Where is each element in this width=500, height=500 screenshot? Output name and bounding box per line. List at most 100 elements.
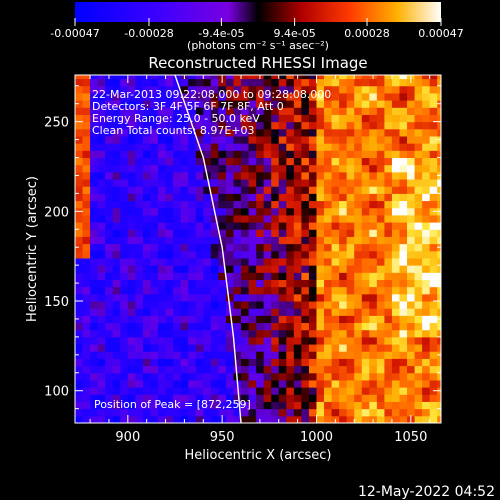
heatmap-cell bbox=[120, 92, 129, 101]
heatmap-cell bbox=[263, 143, 272, 151]
heatmap-cell bbox=[361, 329, 370, 338]
heatmap-cell bbox=[188, 85, 197, 94]
heatmap-cell bbox=[203, 365, 212, 374]
heatmap-cell bbox=[399, 222, 408, 230]
heatmap-cell bbox=[399, 279, 408, 288]
heatmap-cell bbox=[233, 164, 242, 173]
heatmap-cell bbox=[407, 100, 416, 108]
heatmap-cell bbox=[361, 107, 370, 115]
heatmap-cell bbox=[256, 114, 265, 123]
heatmap-cell bbox=[399, 128, 408, 137]
heatmap-cell bbox=[256, 365, 265, 374]
heatmap-cell bbox=[82, 308, 91, 316]
heatmap-cell bbox=[316, 243, 325, 252]
heatmap-cell bbox=[376, 143, 385, 151]
heatmap-cell bbox=[233, 207, 242, 216]
heatmap-cell bbox=[429, 186, 438, 194]
heatmap-cell bbox=[195, 365, 204, 374]
heatmap-cell bbox=[316, 387, 325, 395]
heatmap-cell bbox=[120, 171, 129, 180]
heatmap-cell bbox=[210, 78, 219, 87]
heatmap-cell bbox=[339, 222, 348, 230]
heatmap-cell bbox=[278, 243, 287, 252]
heatmap-cell bbox=[188, 387, 197, 395]
heatmap-cell bbox=[301, 272, 310, 280]
heatmap-cell bbox=[97, 286, 106, 295]
heatmap-cell bbox=[437, 293, 441, 302]
heatmap-cell bbox=[203, 257, 212, 266]
heatmap-cell bbox=[112, 186, 121, 194]
colorbar-tick-label: -0.00047 bbox=[50, 27, 99, 40]
heatmap-cell bbox=[399, 171, 408, 180]
heatmap-cell bbox=[248, 279, 257, 288]
heatmap-cell bbox=[369, 272, 378, 280]
heatmap-cell bbox=[391, 250, 400, 259]
heatmap-cell bbox=[278, 135, 287, 144]
heatmap-cell bbox=[142, 329, 151, 338]
heatmap-cell bbox=[112, 114, 121, 123]
heatmap-cell bbox=[437, 379, 441, 388]
heatmap-cell bbox=[90, 358, 99, 367]
heatmap-cell bbox=[105, 387, 114, 395]
heatmap-cell bbox=[391, 236, 400, 245]
heatmap-cell bbox=[271, 143, 280, 151]
heatmap-cell bbox=[286, 308, 295, 316]
heatmap-cell bbox=[210, 75, 219, 80]
heatmap-cell bbox=[384, 200, 393, 209]
heatmap-cell bbox=[248, 308, 257, 316]
heatmap-cell bbox=[105, 114, 114, 123]
heatmap-cell bbox=[339, 401, 348, 410]
heatmap-cell bbox=[346, 293, 355, 302]
heatmap-cell bbox=[278, 157, 287, 166]
heatmap-cell bbox=[293, 301, 302, 309]
heatmap-cell bbox=[127, 415, 136, 423]
heatmap-cell bbox=[210, 236, 219, 245]
heatmap-cell bbox=[354, 408, 363, 417]
heatmap-cell bbox=[354, 92, 363, 101]
heatmap-cell bbox=[127, 394, 136, 402]
heatmap-cell bbox=[120, 322, 129, 331]
heatmap-cell bbox=[376, 157, 385, 166]
heatmap-cell bbox=[225, 387, 234, 395]
heatmap-cell bbox=[165, 75, 174, 80]
heatmap-cell bbox=[165, 358, 174, 367]
heatmap-cell bbox=[339, 279, 348, 288]
heatmap-cell bbox=[135, 315, 144, 324]
heatmap-cell bbox=[414, 157, 423, 166]
heatmap-cell bbox=[271, 279, 280, 288]
heatmap-cell bbox=[331, 322, 340, 331]
heatmap-cell bbox=[324, 279, 333, 288]
heatmap-cell bbox=[422, 408, 431, 417]
heatmap-cell bbox=[429, 78, 438, 87]
heatmap-cell bbox=[346, 365, 355, 374]
heatmap-cell bbox=[384, 100, 393, 108]
heatmap-cell bbox=[376, 344, 385, 352]
heatmap-cell bbox=[399, 358, 408, 367]
heatmap-cell bbox=[210, 121, 219, 130]
heatmap-cell bbox=[308, 415, 317, 423]
heatmap-cell bbox=[97, 121, 106, 130]
heatmap-cell bbox=[90, 394, 99, 402]
heatmap-cell bbox=[142, 214, 151, 223]
heatmap-cell bbox=[414, 193, 423, 202]
heatmap-cell bbox=[142, 114, 151, 123]
heatmap bbox=[75, 75, 441, 423]
heatmap-cell bbox=[293, 128, 302, 137]
heatmap-cell bbox=[225, 379, 234, 388]
heatmap-cell bbox=[324, 128, 333, 137]
heatmap-cell bbox=[278, 272, 287, 280]
heatmap-cell bbox=[127, 301, 136, 309]
heatmap-cell bbox=[105, 279, 114, 288]
heatmap-cell bbox=[399, 265, 408, 273]
heatmap-cell bbox=[112, 100, 121, 108]
heatmap-cell bbox=[105, 150, 114, 159]
heatmap-cell bbox=[263, 200, 272, 209]
heatmap-cell bbox=[105, 135, 114, 144]
heatmap-cell bbox=[173, 401, 182, 410]
heatmap-cell bbox=[203, 351, 212, 359]
heatmap-cell bbox=[173, 157, 182, 166]
heatmap-cell bbox=[399, 229, 408, 237]
heatmap-cell bbox=[120, 387, 129, 395]
heatmap-cell bbox=[308, 114, 317, 123]
y-tick-label: 100 bbox=[44, 385, 69, 400]
